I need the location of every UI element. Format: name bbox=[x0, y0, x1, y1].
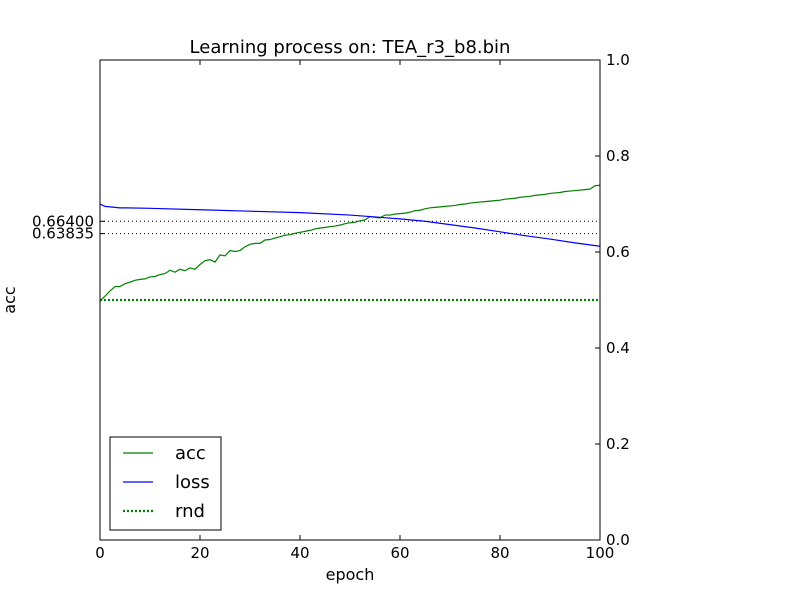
legend-entries: acc loss rnd bbox=[123, 443, 210, 522]
x-tick-label: 80 bbox=[490, 544, 509, 562]
legend: acc loss rnd bbox=[109, 436, 222, 531]
legend-label-loss: loss bbox=[175, 472, 210, 493]
x-axis-label: epoch bbox=[326, 565, 375, 584]
legend-label-acc: acc bbox=[175, 443, 206, 464]
series-line-acc bbox=[99, 184, 601, 302]
x-tick-label: 60 bbox=[390, 544, 409, 562]
chart-title: Learning process on: TEA_r3_b8.bin bbox=[190, 37, 511, 58]
right-y-tick-label: 1.0 bbox=[606, 51, 630, 69]
right-y-tick-label: 0.8 bbox=[606, 147, 630, 165]
right-y-tick-label: 0.2 bbox=[606, 435, 630, 453]
left-y-tick-label: 0.66400 bbox=[32, 212, 94, 230]
x-tick-label: 100 bbox=[586, 544, 615, 562]
x-tick-label: 0 bbox=[95, 544, 105, 562]
right-y-tick-label: 0.6 bbox=[606, 243, 630, 261]
series-lines bbox=[99, 184, 601, 302]
plot-frame bbox=[99, 59, 601, 541]
y-axis-label: acc bbox=[0, 286, 19, 313]
x-axis-ticks: 0 20 40 60 80 100 bbox=[95, 60, 614, 562]
right-y-tick-label: 0.4 bbox=[606, 339, 630, 357]
reference-lines bbox=[100, 220, 600, 235]
right-y-tick-label: 0.0 bbox=[606, 531, 630, 549]
left-y-tick-label: 0.63835 bbox=[32, 225, 94, 243]
series-line-loss bbox=[99, 203, 601, 247]
right-y-axis-ticks: 0.0 0.2 0.4 0.6 0.8 1.0 bbox=[595, 51, 630, 549]
legend-label-rnd: rnd bbox=[175, 501, 205, 522]
x-tick-label: 20 bbox=[190, 544, 209, 562]
x-tick-label: 40 bbox=[290, 544, 309, 562]
